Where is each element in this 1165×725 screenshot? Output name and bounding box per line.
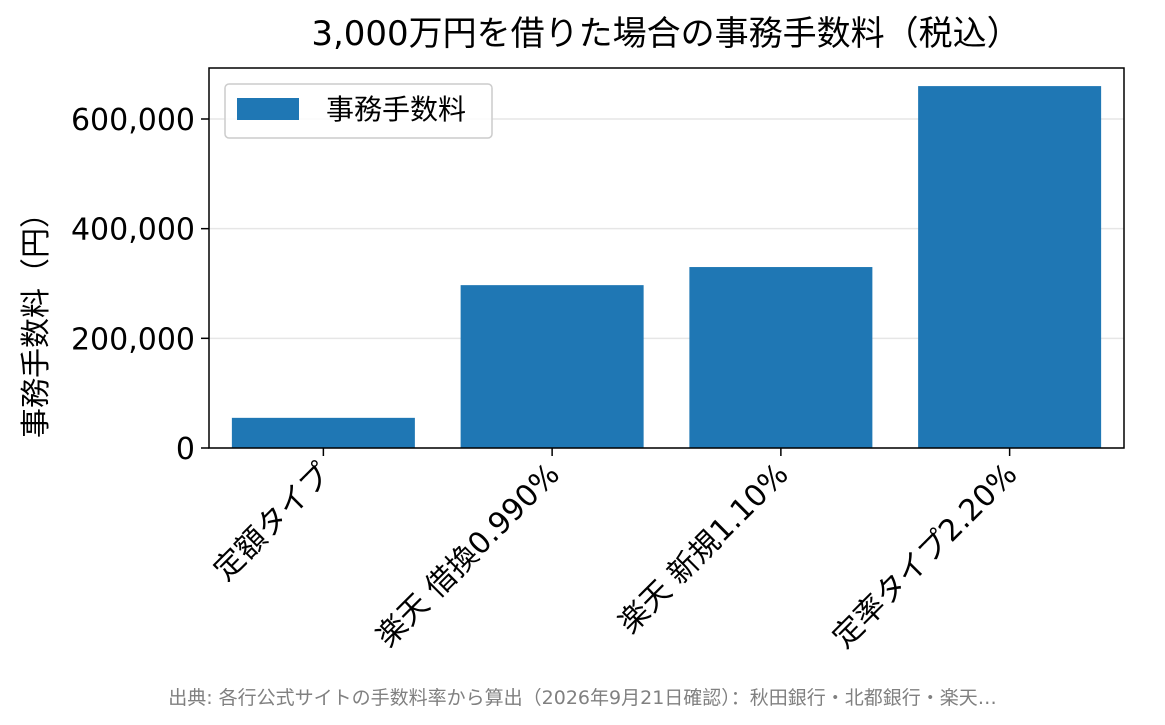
y-tick-label: 600,000: [71, 103, 195, 138]
chart: 3,000万円を借りた場合の事務手数料（税込） 0 200,000 400,000 6…: [19, 14, 1125, 655]
bar: [231, 417, 415, 448]
bar: [689, 267, 873, 448]
y-ticks: 0 200,000 400,000 600,000: [71, 103, 209, 467]
x-tick-label: 楽天 借換0.990%: [370, 457, 567, 654]
chart-title: 3,000万円を借りた場合の事務手数料（税込）: [311, 14, 1020, 54]
legend-box: [224, 83, 493, 139]
x-tick-label: 定額タイプ: [207, 457, 338, 588]
x-tick-label: 楽天 新規1.10%: [612, 457, 796, 641]
legend-swatch: [237, 98, 299, 120]
bars: [231, 86, 1102, 448]
source-note: 出典: 各行公式サイトの手数料率から算出（2026年9月21日確認）：秋田銀行・…: [168, 687, 997, 709]
y-tick-label: 400,000: [71, 213, 195, 248]
bar: [460, 285, 644, 448]
x-ticks: 定額タイプ 楽天 借換0.990% 楽天 新規1.10% 定率タイプ2.20%: [207, 448, 1024, 655]
x-tick-label: 定率タイプ2.20%: [826, 457, 1024, 655]
y-tick-label: 200,000: [71, 322, 195, 357]
legend-label: 事務手数料: [326, 93, 466, 126]
y-axis-label: 事務手数料（円）: [19, 198, 54, 438]
y-tick-label: 0: [176, 432, 195, 467]
plot-frame: [208, 67, 1125, 449]
legend: 事務手数料: [224, 83, 493, 139]
bar: [918, 86, 1102, 448]
